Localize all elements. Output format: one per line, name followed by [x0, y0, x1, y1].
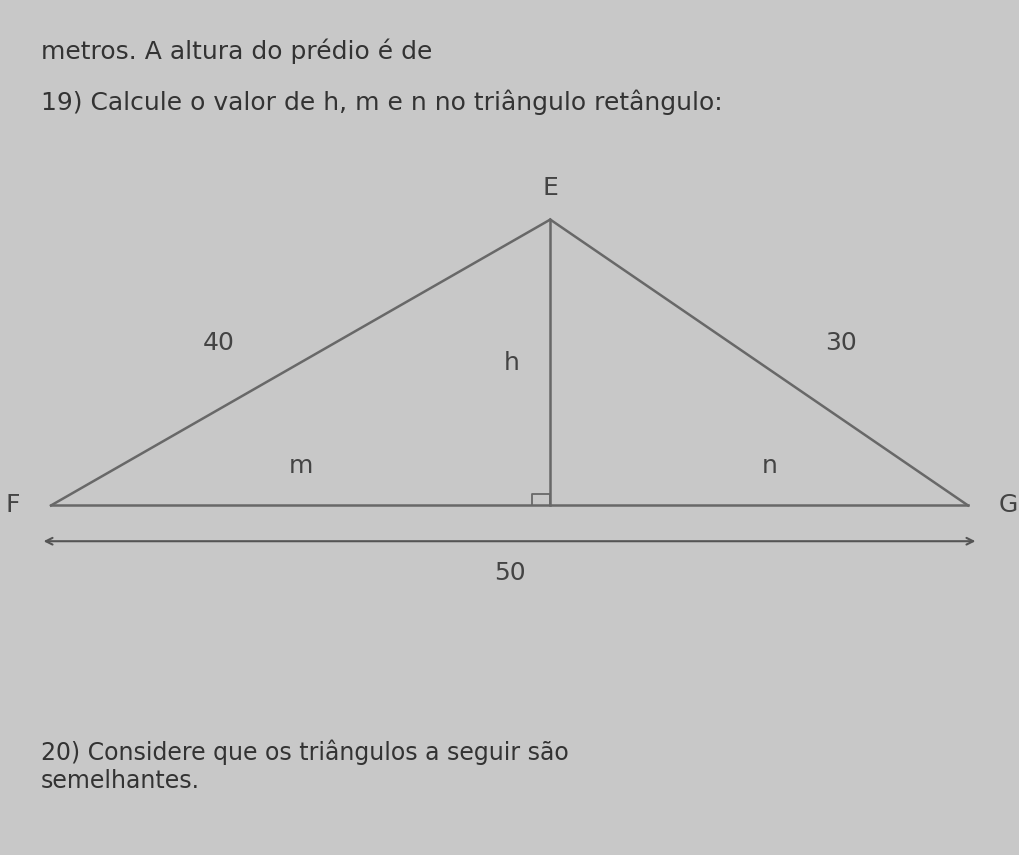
- Text: semelhantes.: semelhantes.: [41, 770, 200, 793]
- Text: 50: 50: [493, 561, 526, 585]
- Text: 20) Considere que os triângulos a seguir são: 20) Considere que os triângulos a seguir…: [41, 740, 569, 765]
- Text: G: G: [999, 493, 1018, 517]
- Text: m: m: [288, 455, 313, 479]
- Text: E: E: [542, 176, 558, 200]
- Text: n: n: [761, 455, 777, 479]
- Text: 30: 30: [824, 331, 857, 355]
- Text: 19) Calcule o valor de h, m e n no triângulo retângulo:: 19) Calcule o valor de h, m e n no triân…: [41, 90, 722, 115]
- Text: h: h: [503, 351, 520, 374]
- Text: metros. A altura do prédio é de: metros. A altura do prédio é de: [41, 38, 432, 64]
- Text: 40: 40: [203, 331, 235, 355]
- Text: F: F: [6, 493, 20, 517]
